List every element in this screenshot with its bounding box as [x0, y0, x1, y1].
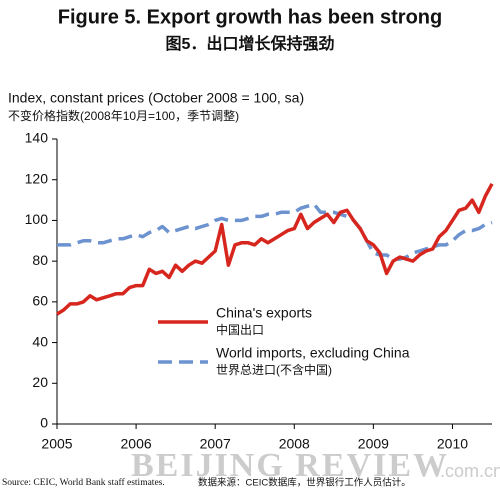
x-tick-label: 2009 [358, 436, 389, 452]
series-line [57, 202, 493, 261]
watermark-suffix: .com.cn [440, 461, 500, 481]
y-axis-label-cn: 不变价格指数(2008年10月=100，季节调整) [8, 108, 239, 123]
watermark: BEIJING REVIEW [131, 447, 449, 484]
chart-title: Figure 5. Export growth has been strong [58, 6, 442, 28]
chart-subtitle: 图5．出口增长保持强劲 [166, 34, 335, 53]
x-tick-label: 2006 [121, 436, 152, 452]
source-cn: 数据来源：CEIC数据库，世界银行工作人员估计。 [198, 477, 411, 489]
y-tick-label: 80 [32, 252, 48, 268]
x-tick-label: 2005 [41, 436, 72, 452]
source: Source: CEIC, World Bank staff estimates… [2, 477, 165, 488]
y-tick-label: 140 [25, 130, 49, 146]
y-axis-label: Index, constant prices (October 2008 = 1… [8, 90, 304, 106]
y-tick-label: 40 [32, 333, 48, 349]
series-line [56, 182, 494, 316]
x-tick-label: 2008 [279, 436, 310, 452]
legend-label-cn: 世界总进口(不含中国) [216, 362, 332, 377]
y-tick-label: 60 [32, 293, 48, 309]
x-tick-label: 2007 [200, 436, 231, 452]
legend-label: China's exports [216, 305, 312, 321]
y-tick-label: 20 [32, 374, 48, 390]
y-tick-label: 0 [40, 415, 48, 431]
legend-label: World imports, excluding China [216, 345, 410, 361]
y-tick-label: 120 [25, 170, 49, 186]
legend-label-cn: 中国出口 [216, 322, 264, 337]
x-tick-label: 2010 [437, 436, 468, 452]
y-tick-label: 100 [25, 211, 49, 227]
